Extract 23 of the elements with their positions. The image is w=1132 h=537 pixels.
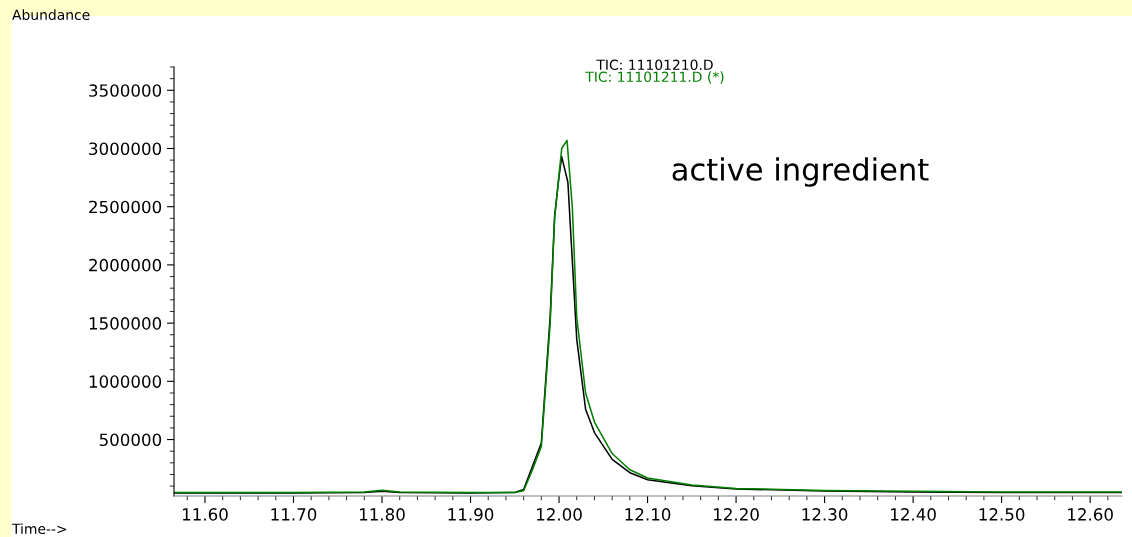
y-tick-label: 3500000 [89, 84, 162, 97]
text: TIC: 11101210.D [596, 59, 713, 71]
x-tick-label: 11.70 [271, 508, 317, 521]
y-axis-title: Abundance [12, 9, 90, 21]
x-tick-label: 11.60 [182, 508, 228, 521]
text: TIC: 11101211.D (*) [585, 71, 724, 84]
y-tick-label: 500000 [99, 433, 162, 447]
x-tick-label: 11.90 [448, 508, 494, 521]
x-tick-label: 12.30 [802, 508, 848, 521]
x-tick-label: 12.60 [1068, 508, 1113, 521]
y-tick-label: 2000000 [89, 258, 162, 272]
x-tick-label: 12.10 [625, 508, 671, 521]
x-tick-label: 12.20 [714, 508, 759, 521]
y-tick-label: 2500000 [89, 200, 162, 214]
y-tick-label: 3000000 [89, 142, 162, 156]
y-tick-label: 1000000 [89, 375, 162, 388]
x-tick-label: 12.40 [891, 508, 936, 521]
x-tick-label: 11.80 [359, 508, 405, 521]
x-axis-title: Time--> [11, 523, 67, 535]
x-tick-label: 12.00 [537, 508, 582, 521]
y-tick-label: 1500000 [89, 317, 162, 330]
x-tick-label: 12.50 [979, 508, 1025, 521]
annotation: active ingredient [672, 157, 929, 187]
